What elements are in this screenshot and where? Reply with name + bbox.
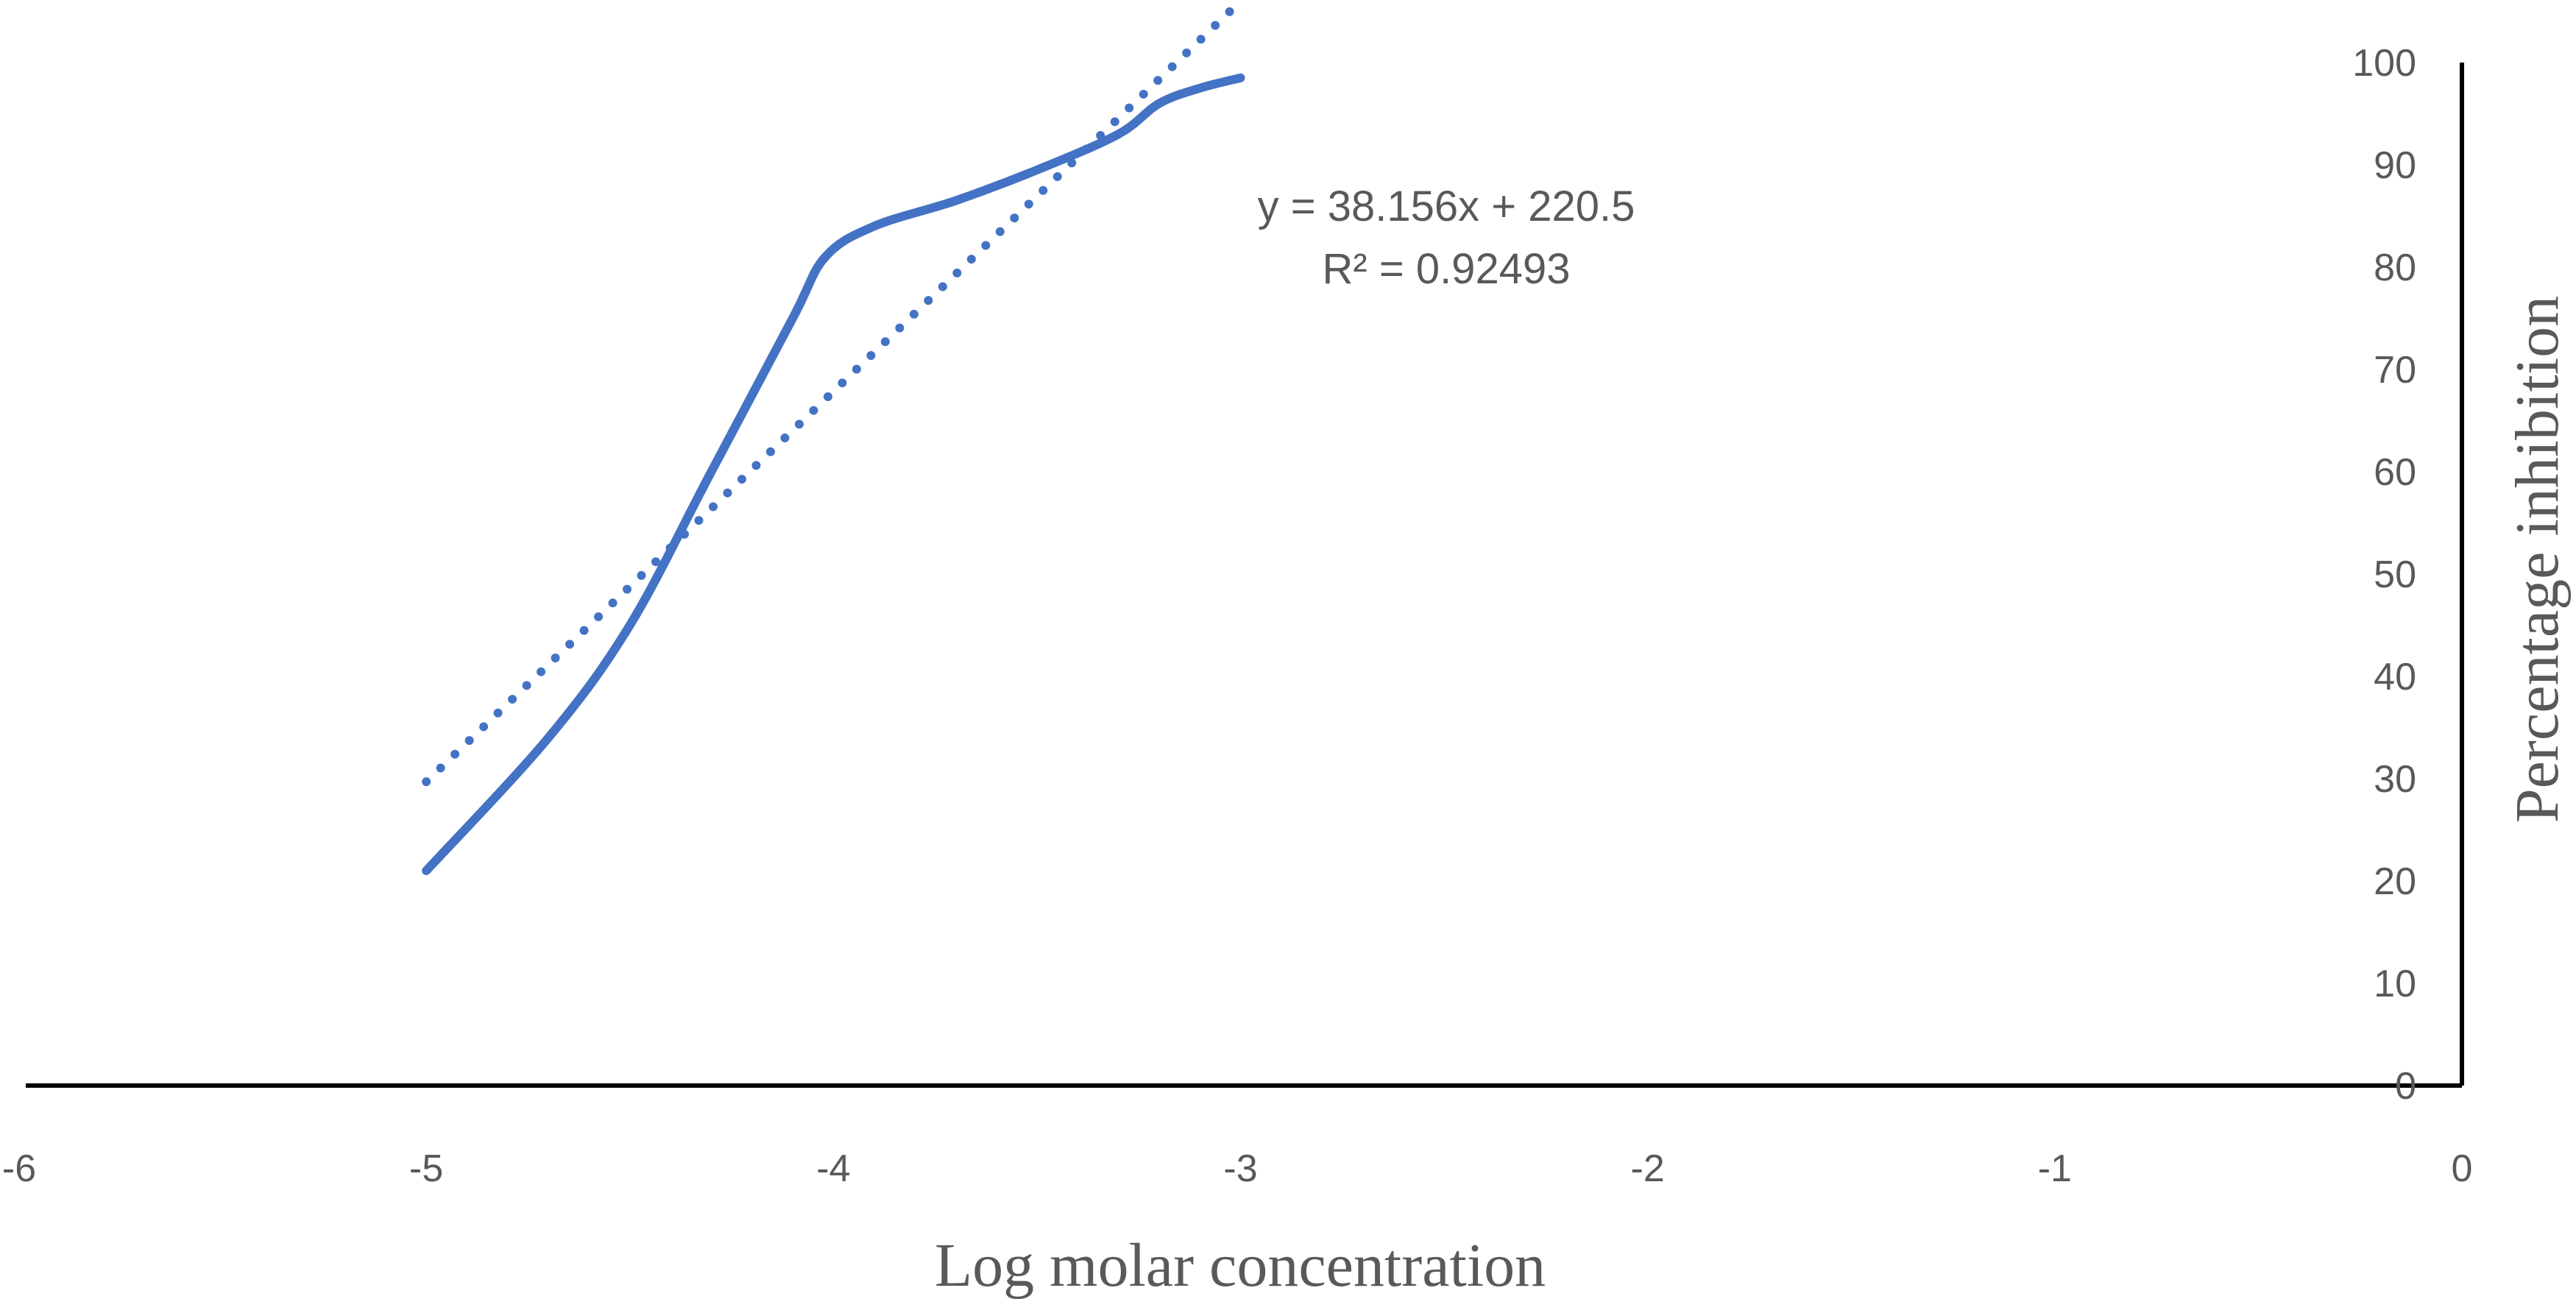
y-tick-label: 70 — [2374, 349, 2416, 392]
y-tick-label: 100 — [2352, 42, 2416, 85]
x-axis-title: Log molar concentration — [935, 1231, 1546, 1299]
x-tick-label: -1 — [2038, 1147, 2072, 1190]
y-tick-label: 40 — [2374, 656, 2416, 698]
series-layer — [422, 0, 1245, 876]
y-tick-label: 30 — [2374, 758, 2416, 801]
y-tick-label: 10 — [2374, 963, 2416, 1005]
r-squared-label: R² = 0.92493 — [1323, 245, 1571, 293]
series-line — [422, 73, 1245, 876]
y-tick-label: 50 — [2374, 553, 2416, 596]
x-tick-label: -4 — [816, 1147, 850, 1190]
y-tick-label: 80 — [2374, 247, 2416, 289]
x-tick-label: -6 — [2, 1147, 36, 1190]
x-tick-labels: -6 -5 -4 -3 -2 -1 0 — [2, 1147, 2473, 1190]
y-tick-label: 0 — [2395, 1065, 2416, 1108]
y-tick-label: 90 — [2374, 144, 2416, 187]
x-tick-label: -2 — [1631, 1147, 1665, 1190]
y-tick-label: 60 — [2374, 451, 2416, 494]
axes — [26, 63, 2464, 1088]
trendline — [422, 0, 1245, 787]
y-tick-label: 20 — [2374, 860, 2416, 903]
x-tick-label: -5 — [409, 1147, 443, 1190]
y-axis-title: Percentage inhibition — [2503, 296, 2572, 823]
x-tick-label: -3 — [1223, 1147, 1257, 1190]
x-tick-label: 0 — [2452, 1147, 2473, 1190]
regression-equation: y = 38.156x + 220.5 — [1258, 183, 1635, 230]
y-tick-labels: 0 10 20 30 40 50 60 70 80 90 100 — [2352, 42, 2416, 1108]
